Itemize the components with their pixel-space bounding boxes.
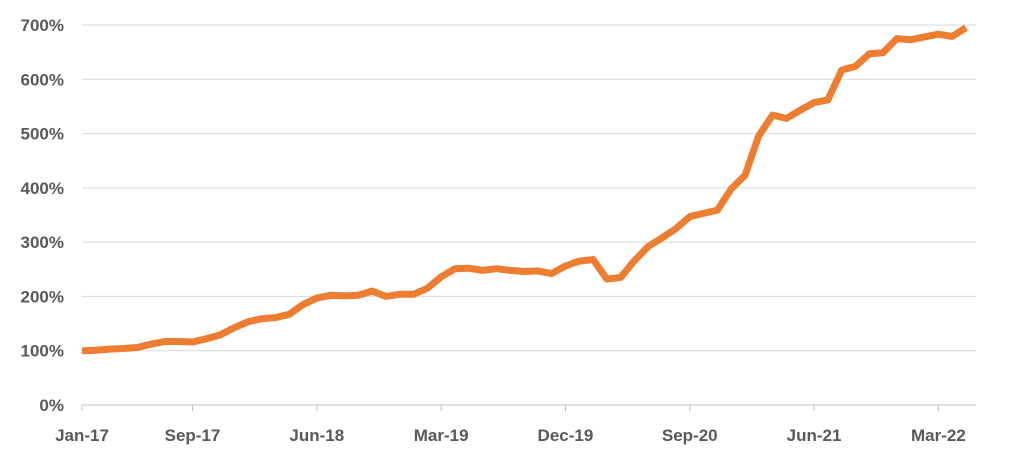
y-tick-label: 500%: [21, 125, 64, 144]
series-line: [81, 24, 968, 355]
y-axis-tick-labels: 0% 100% 200% 300% 400% 500% 600% 700%: [21, 16, 64, 415]
y-tick-label: 400%: [21, 179, 64, 198]
x-tick-label: Mar-19: [414, 426, 469, 445]
x-tick-label: Jun-18: [289, 426, 344, 445]
y-tick-label: 300%: [21, 233, 64, 252]
gridlines: [82, 24, 976, 352]
y-tick-label: 600%: [21, 70, 64, 89]
y-tick-label: 100%: [21, 342, 64, 361]
y-tick-label: 0%: [39, 396, 64, 415]
x-tick-label: Sep-20: [662, 426, 718, 445]
y-tick-label: 200%: [21, 287, 64, 306]
x-tick-label: Sep-17: [165, 426, 221, 445]
x-tick-label: Dec-19: [538, 426, 594, 445]
x-tick-label: Jan-17: [55, 426, 109, 445]
x-tick-label: Mar-22: [911, 426, 966, 445]
series-group: [81, 24, 968, 355]
y-tick-label: 700%: [21, 16, 64, 35]
x-axis: Jan-17 Sep-17 Jun-18 Mar-19 Dec-19 Sep-20 Jun-…: [55, 404, 976, 445]
x-tick-label: Jun-21: [787, 426, 842, 445]
